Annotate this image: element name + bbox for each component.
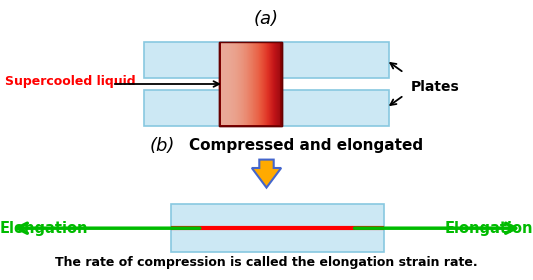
Text: Elongation: Elongation	[0, 221, 88, 236]
Text: Supercooled liquid: Supercooled liquid	[5, 75, 136, 88]
Text: (a): (a)	[254, 10, 279, 28]
Bar	[144, 42, 389, 78]
Bar	[144, 90, 389, 126]
Text: (b): (b)	[149, 137, 175, 155]
Bar	[171, 204, 384, 252]
Text: Compressed and elongated: Compressed and elongated	[189, 138, 423, 153]
Bar	[219, 42, 282, 126]
Polygon shape	[252, 160, 281, 188]
Bar	[219, 42, 282, 126]
Text: Elongation: Elongation	[445, 221, 533, 236]
Text: Plates: Plates	[410, 80, 459, 94]
Text: The rate of compression is called the elongation strain rate.: The rate of compression is called the el…	[55, 256, 478, 269]
